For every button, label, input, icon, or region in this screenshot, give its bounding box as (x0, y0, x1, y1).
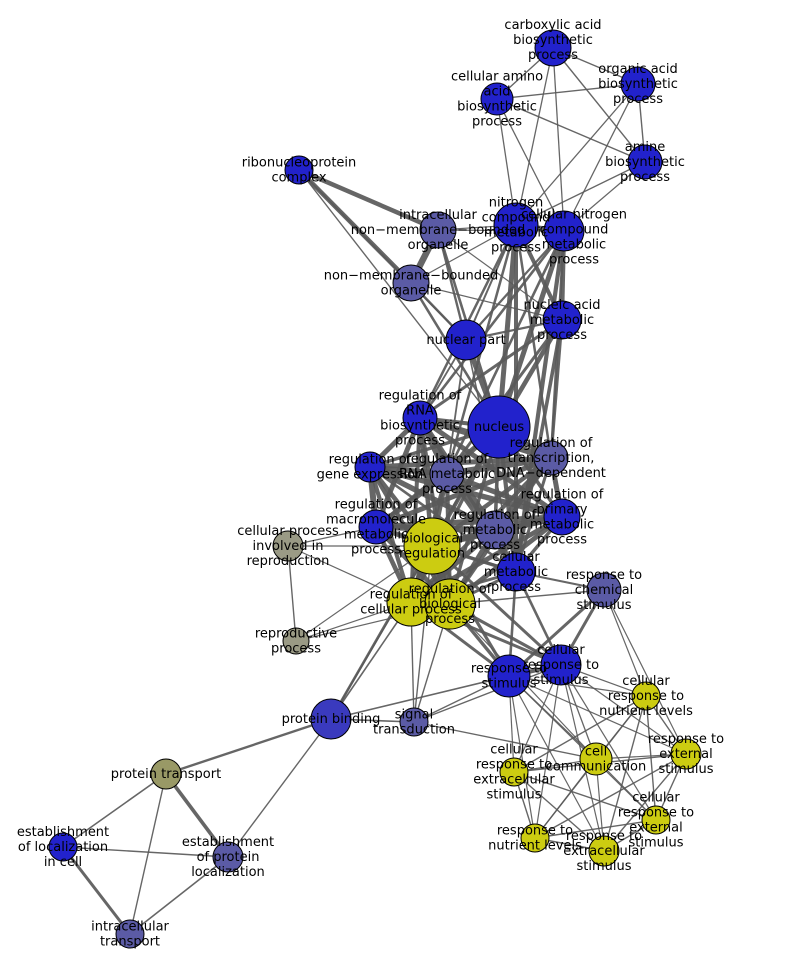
graph-node[interactable] (641, 805, 671, 835)
graph-node[interactable] (534, 29, 572, 67)
graph-edge[interactable] (563, 83, 639, 232)
graph-edge[interactable] (129, 856, 229, 935)
graph-node[interactable] (475, 510, 515, 550)
graph-edge[interactable] (534, 753, 687, 839)
graph-node[interactable] (272, 530, 304, 562)
graph-edge[interactable] (496, 83, 639, 100)
graph-edge[interactable] (227, 718, 332, 858)
graph-node[interactable] (48, 832, 78, 862)
graph-node[interactable] (540, 644, 582, 686)
graph-edge[interactable] (513, 771, 657, 821)
graph-edge[interactable] (61, 846, 132, 935)
graph-edge[interactable] (375, 514, 563, 530)
graph-edge[interactable] (603, 695, 647, 852)
graph-edge[interactable] (534, 758, 597, 839)
graph-edge[interactable] (508, 675, 687, 755)
graph-node[interactable] (399, 707, 429, 737)
graph-node[interactable] (586, 572, 622, 608)
graph-edge[interactable] (430, 544, 563, 667)
edge-layer (61, 47, 687, 935)
graph-edge[interactable] (496, 224, 519, 428)
graph-edge[interactable] (287, 545, 297, 642)
graph-edge[interactable] (513, 771, 605, 852)
graph-edge[interactable] (329, 426, 501, 720)
graph-edge[interactable] (330, 675, 510, 720)
graph-edge[interactable] (508, 675, 536, 839)
graph-edge[interactable] (413, 664, 562, 723)
graph-node[interactable] (212, 841, 244, 873)
graph-node[interactable] (533, 440, 569, 476)
graph-edge[interactable] (164, 772, 230, 859)
graph-node[interactable] (480, 82, 514, 116)
graph-node[interactable] (520, 823, 550, 853)
graph-edge[interactable] (508, 675, 657, 821)
graph-edge[interactable] (62, 773, 167, 848)
graph-edge[interactable] (413, 545, 433, 723)
graph-node[interactable] (499, 757, 529, 787)
graph-edge[interactable] (62, 846, 229, 858)
graph-edge[interactable] (603, 589, 687, 755)
graph-edge[interactable] (413, 721, 597, 760)
graph-edge[interactable] (298, 169, 500, 428)
graph-edge[interactable] (508, 675, 605, 852)
graph-node[interactable] (402, 400, 438, 436)
graph-edge[interactable] (515, 161, 646, 226)
graph-edge[interactable] (513, 230, 567, 573)
graph-edge[interactable] (603, 753, 687, 852)
graph-node[interactable] (392, 264, 430, 302)
graph-node[interactable] (424, 578, 476, 630)
graph-edge[interactable] (534, 819, 657, 839)
graph-node[interactable] (579, 742, 613, 776)
graph-node[interactable] (493, 202, 539, 248)
graph-edge[interactable] (418, 230, 566, 419)
graph-edge[interactable] (410, 282, 563, 321)
graph-edge[interactable] (514, 457, 553, 573)
graph-edge[interactable] (603, 589, 647, 697)
graph-node[interactable] (284, 155, 314, 185)
graph-node[interactable] (150, 758, 182, 790)
graph-edge[interactable] (298, 167, 439, 233)
graph-node[interactable] (310, 698, 352, 740)
graph-edge[interactable] (515, 83, 639, 226)
graph-node[interactable] (627, 144, 663, 180)
graph-edge[interactable] (129, 773, 167, 935)
graph-node[interactable] (419, 211, 457, 249)
graph-edge[interactable] (496, 230, 567, 428)
graph-node[interactable] (445, 319, 487, 361)
graph-edge[interactable] (419, 318, 563, 420)
graph-node[interactable] (543, 210, 585, 252)
node-layer (48, 29, 702, 949)
graph-edge[interactable] (549, 319, 564, 459)
graph-node[interactable] (588, 835, 620, 867)
graph-node[interactable] (115, 919, 145, 949)
graph-edge[interactable] (515, 47, 554, 226)
graph-edge[interactable] (552, 47, 565, 232)
graph-node[interactable] (282, 627, 310, 655)
graph-node[interactable] (467, 395, 531, 459)
graph-node[interactable] (487, 654, 531, 698)
graph-edge[interactable] (552, 47, 646, 163)
graph-edge[interactable] (496, 98, 565, 232)
graph-node[interactable] (403, 517, 461, 575)
graph-node[interactable] (429, 456, 465, 492)
graph-node[interactable] (543, 498, 581, 536)
graph-node[interactable] (620, 66, 656, 102)
graph-edge[interactable] (508, 675, 647, 697)
graph-edge[interactable] (496, 98, 646, 163)
graph-edge[interactable] (513, 695, 647, 773)
graph-node[interactable] (631, 681, 661, 711)
graph-node[interactable] (670, 738, 702, 770)
graph-node[interactable] (496, 552, 536, 592)
graph-edge[interactable] (437, 229, 563, 321)
graph-node[interactable] (358, 509, 394, 545)
graph-edge[interactable] (165, 717, 332, 776)
graph-node[interactable] (542, 300, 582, 340)
graph-edge[interactable] (446, 339, 467, 475)
graph-edge[interactable] (369, 455, 552, 470)
graph-node[interactable] (354, 451, 386, 483)
graph-edge[interactable] (369, 464, 563, 520)
graph-edge[interactable] (534, 664, 562, 839)
